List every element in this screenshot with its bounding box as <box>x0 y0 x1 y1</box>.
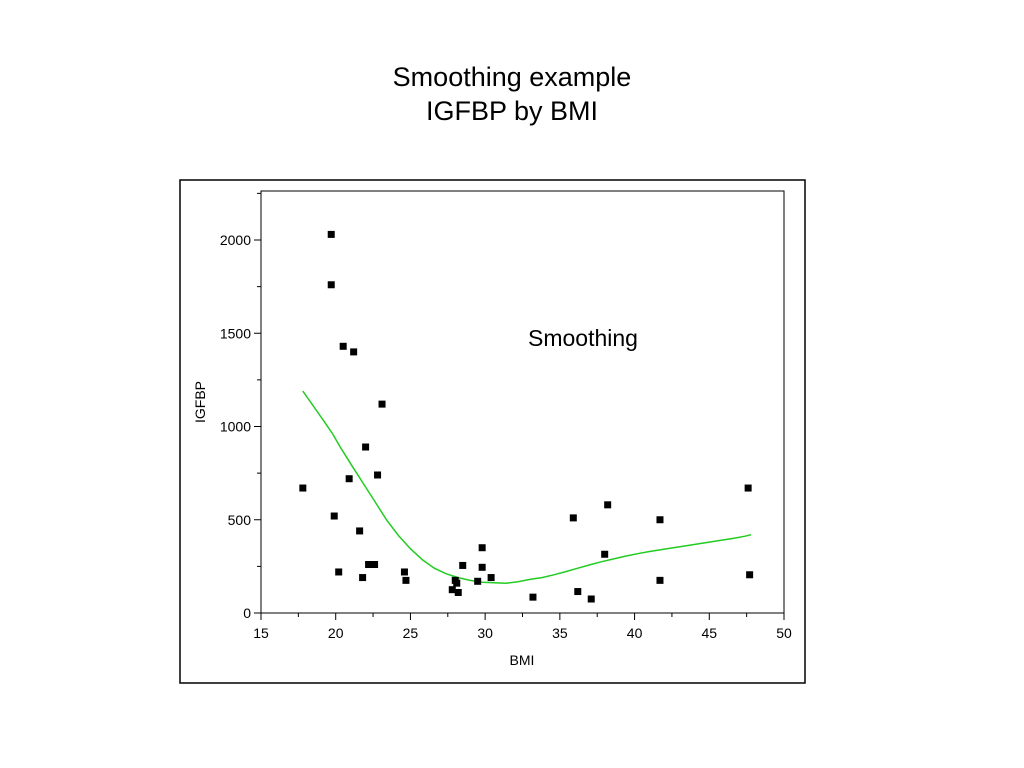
scatter-point <box>656 516 664 524</box>
y-axis-label: IGFBP <box>192 381 208 423</box>
scatter-point <box>362 443 370 451</box>
scatter-point <box>459 561 467 569</box>
plot-frame <box>260 190 785 614</box>
x-tick-label: 45 <box>701 625 717 641</box>
scatter-point <box>402 576 410 584</box>
scatter-point <box>400 568 408 576</box>
scatter-point <box>478 563 486 571</box>
y-tick-label: 500 <box>228 512 252 528</box>
x-tick-label: 25 <box>403 625 419 641</box>
y-tick-label: 1500 <box>220 325 251 341</box>
x-tick-label: 20 <box>328 625 344 641</box>
points-layer <box>299 230 754 603</box>
x-tick-label: 50 <box>776 625 792 641</box>
scatter-point <box>359 574 367 582</box>
scatter-point <box>453 579 461 587</box>
scatter-point <box>574 588 582 596</box>
scatter-point <box>345 475 353 483</box>
chart-title-block: Smoothing example IGFBP by BMI <box>0 60 1024 128</box>
scatter-point <box>529 593 537 601</box>
scatter-point <box>746 571 754 579</box>
scatter-point <box>487 574 495 582</box>
scatter-point <box>378 400 386 408</box>
scatter-point <box>350 348 358 356</box>
scatter-point <box>448 586 456 594</box>
scatter-point <box>474 577 482 585</box>
x-tick-label: 30 <box>477 625 493 641</box>
smooth-curve <box>302 390 752 584</box>
x-tick-label: 40 <box>627 625 643 641</box>
y-tick-label: 2000 <box>220 232 251 248</box>
scatter-point <box>327 230 335 238</box>
x-axis-label: BMI <box>510 652 535 668</box>
scatter-point <box>335 568 343 576</box>
scatter-point <box>656 576 664 584</box>
x-tick-label: 15 <box>253 625 269 641</box>
smooth-layer <box>302 390 752 584</box>
scatter-point <box>601 550 609 558</box>
scatter-point <box>569 514 577 522</box>
chart-title: Smoothing example <box>392 62 632 92</box>
scatter-point <box>374 471 382 479</box>
scatter-point <box>604 501 612 509</box>
scatter-point <box>454 588 462 596</box>
chart-subtitle: IGFBP by BMI <box>425 96 599 126</box>
scatter-point <box>356 527 364 535</box>
scatter-point <box>587 595 595 603</box>
scatter-point <box>327 281 335 289</box>
x-tick-label: 35 <box>552 625 568 641</box>
outer-frame <box>179 179 806 684</box>
scatter-point <box>371 561 379 569</box>
scatter-point <box>339 342 347 350</box>
scatter-point <box>478 544 486 552</box>
scatter-point <box>365 561 373 569</box>
scatter-point <box>330 512 338 520</box>
scatter-point <box>299 484 307 492</box>
y-tick-label: 1000 <box>220 419 251 435</box>
y-tick-label: 0 <box>243 605 251 621</box>
scatter-point <box>744 484 752 492</box>
smoothing-annotation: Smoothing <box>528 325 638 351</box>
